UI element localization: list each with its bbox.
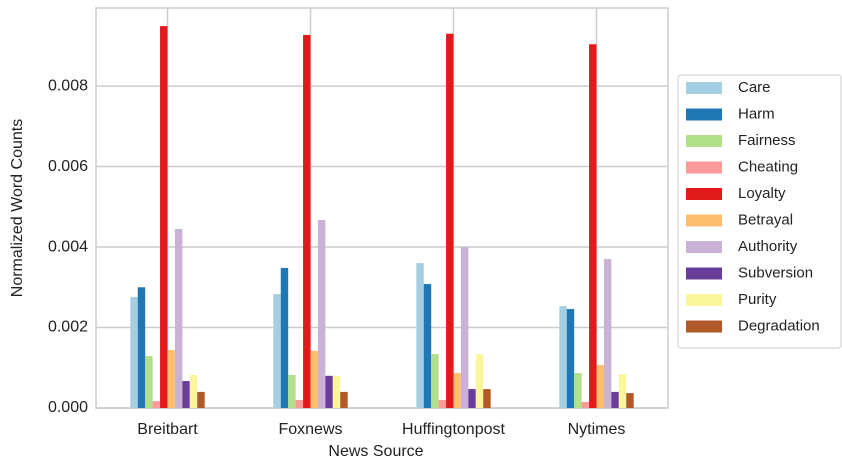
bar [174, 228, 183, 408]
y-tick-label: 0.004 [48, 238, 88, 255]
bar [182, 381, 190, 408]
bar [145, 356, 153, 408]
bar [438, 399, 447, 408]
bar [431, 354, 439, 408]
bar [603, 259, 612, 408]
bar [626, 393, 634, 408]
y-tick-label: 0.002 [48, 319, 88, 336]
x-tick-label: Breitbart [137, 421, 198, 438]
bar [317, 220, 326, 408]
bar [581, 401, 590, 408]
bar [295, 399, 304, 408]
bar [423, 284, 432, 408]
legend-swatch [686, 214, 722, 227]
bar [416, 263, 424, 408]
bar [197, 391, 205, 408]
legend-label: Loyalty [738, 185, 786, 202]
legend-swatch [686, 161, 722, 174]
bar [273, 294, 281, 408]
bar [167, 350, 175, 408]
x-axis-label: News Source [328, 443, 423, 460]
x-tick-label: Huffingtonpost [402, 421, 505, 438]
legend-label: Betrayal [738, 211, 793, 228]
x-tick-label: Foxnews [278, 421, 342, 438]
bar [446, 33, 454, 409]
bar [460, 247, 469, 408]
legend-swatch [686, 267, 722, 280]
y-axis-label: Normalized Word Counts [9, 119, 26, 297]
bar [475, 354, 484, 408]
bar [189, 375, 198, 408]
bar [137, 287, 146, 408]
bar [559, 306, 567, 408]
bar [130, 296, 138, 408]
bar [340, 391, 348, 408]
bar [596, 364, 604, 408]
legend-label: Purity [738, 291, 777, 308]
bar [325, 375, 333, 408]
legend-label: Fairness [738, 132, 796, 149]
bar [589, 44, 597, 408]
bar [160, 26, 168, 409]
x-tick-label: Nytimes [568, 421, 626, 438]
bar [152, 401, 161, 408]
legend-label: Care [738, 79, 771, 96]
legend-swatch [686, 320, 722, 333]
bar [303, 34, 311, 409]
legend-label: Subversion [738, 264, 813, 281]
legend: Care Harm Fairness Cheating Loyalty Betrayal A… [677, 74, 842, 349]
y-tick-label: 0.006 [48, 158, 88, 175]
legend-swatch [686, 82, 722, 94]
legend-swatch [686, 241, 722, 253]
legend-swatch [686, 188, 722, 200]
bar [483, 389, 491, 408]
legend-label: Authority [738, 238, 798, 255]
legend-label: Degradation [738, 317, 820, 334]
bar [566, 309, 575, 408]
legend-swatch [686, 108, 722, 121]
bar [468, 389, 476, 408]
y-tick-label: 0.000 [48, 399, 88, 416]
legend-swatch [686, 294, 722, 306]
legend-label: Harm [738, 105, 775, 122]
bar [453, 372, 461, 408]
bar [332, 375, 341, 408]
bar [574, 372, 582, 408]
bar [280, 267, 289, 408]
legend-label: Cheating [738, 158, 798, 175]
bar [288, 375, 296, 408]
legend-swatch [686, 135, 722, 147]
bar [611, 391, 619, 408]
bar [618, 374, 627, 408]
bar [310, 350, 318, 408]
y-tick-label: 0.008 [48, 77, 88, 94]
